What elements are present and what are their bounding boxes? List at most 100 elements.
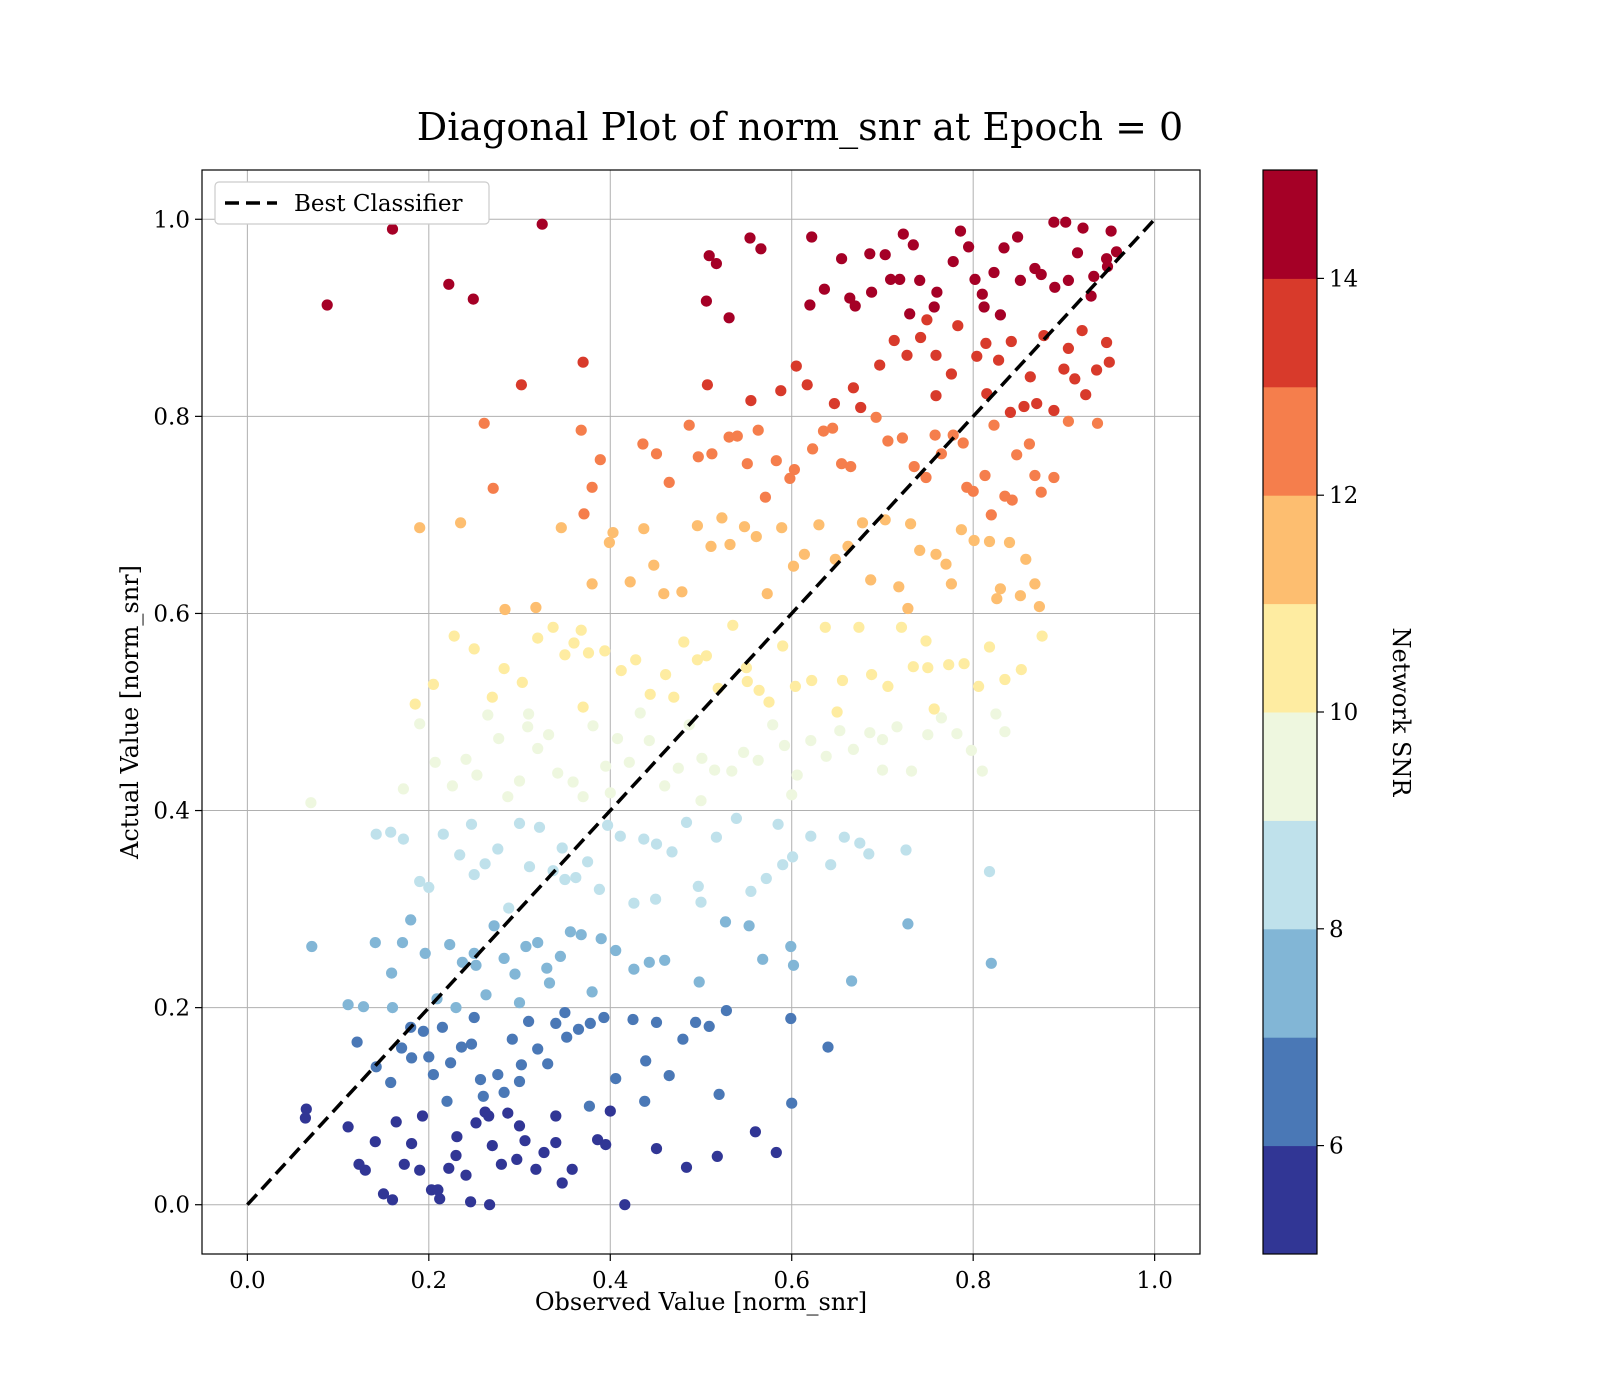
scatter-point [474, 1074, 487, 1086]
scatter-point [743, 920, 755, 932]
scatter-point [522, 721, 534, 733]
scatter-point [1048, 216, 1060, 228]
scatter-point [468, 643, 480, 655]
scatter-point [785, 940, 797, 953]
scatter-point [701, 379, 714, 391]
scatter-point [478, 417, 490, 429]
scatter-point [566, 1163, 578, 1175]
scatter-point [828, 398, 841, 410]
scatter-point [854, 837, 866, 849]
scatter-point [770, 1146, 782, 1159]
scatter-point [390, 1116, 402, 1128]
scatter-point [749, 1126, 762, 1138]
scatter-point [582, 647, 595, 659]
scatter-point [695, 896, 707, 908]
scatter-point [973, 680, 985, 693]
scatter-point [532, 742, 544, 755]
scatter-point [1011, 449, 1023, 461]
scatter-point [406, 1052, 418, 1064]
scatter-point [498, 663, 510, 675]
scatter-point [477, 1090, 489, 1102]
scatter-point [723, 312, 735, 324]
scatter-point [547, 621, 559, 633]
scatter-point [804, 299, 816, 311]
scatter-point [556, 1177, 568, 1189]
scatter-point [414, 718, 426, 730]
scatter-point [559, 1007, 571, 1019]
scatter-point [726, 765, 738, 777]
scatter-point [740, 662, 753, 674]
scatter-point [299, 1112, 311, 1124]
scatter-point [515, 1059, 528, 1071]
scatter-point [855, 401, 867, 414]
scatter-point [1033, 601, 1045, 613]
colorbar-segment [1263, 928, 1317, 1038]
scatter-point [683, 419, 695, 431]
scatter-point [1006, 494, 1018, 506]
scatter-point [876, 734, 889, 746]
scatter-point [866, 669, 878, 681]
scatter-point [846, 975, 858, 987]
scatter-point [983, 641, 996, 653]
scatter-point [575, 424, 587, 436]
scatter-point [429, 756, 441, 768]
scatter-point [586, 986, 598, 998]
scatter-point [515, 379, 528, 391]
scatter-point [604, 1105, 616, 1117]
scatter-point [930, 390, 942, 402]
scatter-point [543, 977, 556, 989]
scatter-point [446, 780, 458, 792]
scatter-point [879, 249, 891, 261]
scatter-point [584, 1017, 596, 1029]
x-tick-label: 1.0 [1136, 1268, 1173, 1294]
scatter-point [471, 769, 483, 781]
scatter-point [952, 320, 964, 332]
scatter-point [940, 558, 952, 570]
scatter-point [805, 830, 817, 842]
scatter-point [513, 1075, 526, 1088]
y-axis-label: Actual Value [norm_snr] [116, 565, 144, 860]
scatter-point [434, 1193, 446, 1205]
data-points [299, 216, 1123, 1211]
scatter-point [789, 680, 802, 693]
scatter-point [495, 1158, 507, 1170]
scatter-point [985, 509, 997, 521]
scatter-point [432, 1184, 444, 1196]
scatter-point [901, 349, 913, 361]
scatter-point [530, 601, 542, 614]
scatter-point [638, 833, 650, 845]
scatter-point [955, 524, 968, 536]
scatter-point [417, 1025, 429, 1037]
scatter-point [513, 997, 526, 1009]
scatter-point [738, 521, 751, 533]
scatter-point [519, 1135, 531, 1147]
scatter-point [775, 385, 787, 397]
scatter-point [690, 1016, 702, 1028]
scatter-point [692, 880, 704, 893]
scatter-point [894, 273, 906, 285]
scatter-point [967, 485, 979, 497]
scatter-point [666, 846, 678, 858]
colorbar-segment [1263, 495, 1317, 605]
scatter-point [947, 429, 959, 441]
scatter-point [753, 684, 765, 696]
scatter-point [570, 872, 582, 884]
scatter-point [723, 431, 735, 443]
scatter-point [759, 491, 772, 503]
x-axis-label: Observed Value [norm_snr] [535, 1288, 867, 1316]
scatter-point [922, 662, 934, 674]
scatter-point [455, 517, 467, 529]
scatter-point [470, 959, 482, 971]
x-tick-label: 0.0 [229, 1268, 266, 1294]
scatter-point [957, 437, 969, 449]
scatter-point [300, 1103, 312, 1115]
scatter-point [720, 1005, 733, 1017]
scatter-point [628, 897, 640, 909]
y-tick-label: 0.6 [153, 601, 190, 627]
scatter-point [577, 356, 589, 368]
scatter-point [1105, 225, 1117, 237]
scatter-point [386, 967, 398, 979]
scatter-point [915, 331, 927, 344]
scatter-point [582, 856, 594, 868]
